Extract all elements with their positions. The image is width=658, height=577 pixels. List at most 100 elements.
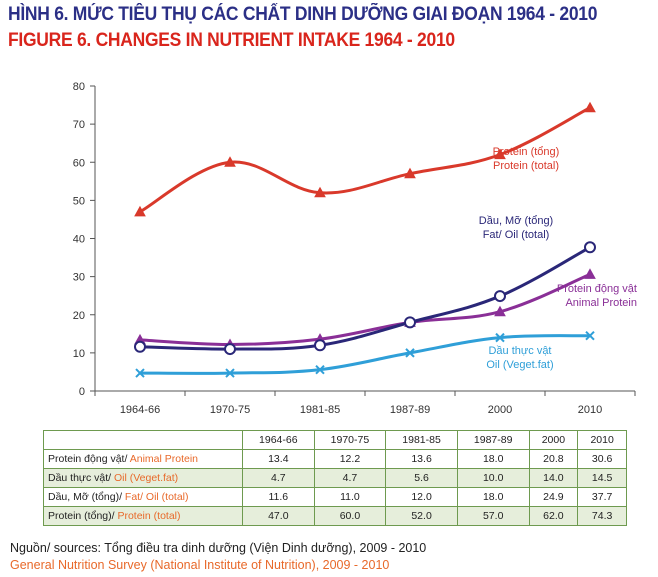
table-cell: 12.2 bbox=[313, 449, 387, 469]
table-cell: 57.0 bbox=[456, 506, 530, 526]
table-cell: 24.9 bbox=[528, 487, 579, 507]
table-cell: 13.4 bbox=[242, 449, 315, 469]
data-point-fat-oil-total bbox=[404, 316, 416, 329]
data-point-protein-total bbox=[224, 156, 236, 167]
data-point-veget-fat bbox=[225, 368, 235, 378]
y-tick-label: 50 bbox=[73, 195, 85, 207]
table-header-cell: 1981-85 bbox=[385, 430, 458, 450]
row-label-en: Fat/ Oil (total) bbox=[122, 491, 189, 503]
table-row-veget-fat: Dầu thực vật/ Oil (Veget.fat) 4.7 4.7 5.… bbox=[43, 468, 627, 488]
row-label-en: Oil (Veget.fat) bbox=[111, 472, 179, 484]
series-line-protein-total bbox=[138, 106, 592, 214]
table-header-row: 1964-66 1970-75 1981-85 1987-89 2000 201… bbox=[43, 430, 627, 450]
line-chart: 0 10 20 30 40 50 60 70 80 1964-66 1970-75 1981-85 19… bbox=[73, 81, 637, 416]
table-cell: 4.7 bbox=[242, 468, 315, 488]
table-cell: 13.6 bbox=[385, 449, 458, 469]
data-point-animal-protein bbox=[494, 305, 506, 317]
table-row-protein-total: Protein (tổng)/ Protein (total) 47.0 60.… bbox=[43, 506, 627, 526]
x-tick-label: 1964-66 bbox=[120, 404, 160, 416]
table-cell: 52.0 bbox=[385, 506, 458, 526]
row-label-vn: Protein (tổng)/ bbox=[48, 510, 115, 522]
row-label: Protein (tổng)/ Protein (total) bbox=[43, 506, 243, 526]
data-point-animal-protein bbox=[584, 268, 596, 279]
data-table: 1964-66 1970-75 1981-85 1987-89 2000 201… bbox=[43, 430, 627, 526]
y-tick-label: 10 bbox=[73, 348, 85, 360]
table-cell: 5.6 bbox=[385, 468, 458, 488]
table-cell: 18.0 bbox=[456, 487, 530, 507]
table-header-cell bbox=[43, 430, 243, 450]
row-label: Dầu, Mỡ (tổng)/ Fat/ Oil (total) bbox=[43, 487, 243, 507]
table-cell: 20.8 bbox=[528, 449, 579, 469]
y-tick-label: 20 bbox=[73, 310, 85, 322]
series-label-en-veget-fat: Oil (Veget.fat) bbox=[486, 359, 553, 371]
y-tick-label: 60 bbox=[73, 157, 85, 169]
x-tick-label: 1981-85 bbox=[300, 404, 340, 416]
data-point-protein-total bbox=[494, 148, 506, 160]
x-tick-label: 2000 bbox=[488, 404, 512, 416]
table-row-animal-protein: Protein động vật/ Animal Protein 13.4 12… bbox=[43, 449, 627, 469]
y-tick-label: 70 bbox=[73, 119, 85, 131]
series-label-vn-fat-oil-total: Dầu, Mỡ (tổng) bbox=[479, 215, 553, 227]
row-label-vn: Protein động vật/ bbox=[48, 453, 128, 465]
table-cell: 74.3 bbox=[577, 506, 627, 526]
data-point-protein-total bbox=[404, 167, 416, 179]
table-cell: 12.0 bbox=[385, 487, 458, 507]
data-point-fat-oil-total bbox=[224, 343, 236, 356]
table-cell: 37.7 bbox=[577, 487, 627, 507]
series-line-fat-oil-total bbox=[138, 245, 592, 351]
series-label-vn-animal-protein: Protein động vật bbox=[557, 283, 637, 295]
table-header-cell: 1987-89 bbox=[456, 430, 530, 450]
table-cell: 11.6 bbox=[242, 487, 315, 507]
series-label-en-animal-protein: Animal Protein bbox=[565, 297, 637, 309]
x-tick-label: 1987-89 bbox=[390, 404, 430, 416]
row-label: Dầu thực vật/ Oil (Veget.fat) bbox=[43, 468, 243, 488]
x-tick-label: 2010 bbox=[578, 404, 602, 416]
row-label-en: Animal Protein bbox=[127, 453, 199, 465]
table-cell: 47.0 bbox=[242, 506, 315, 526]
source-note-english: General Nutrition Survey (National Insti… bbox=[10, 558, 390, 572]
table-cell: 4.7 bbox=[313, 468, 387, 488]
y-tick-label: 0 bbox=[79, 386, 85, 398]
table-header-cell: 2010 bbox=[577, 430, 627, 450]
table-cell: 14.0 bbox=[528, 468, 579, 488]
y-tick-label: 30 bbox=[73, 272, 85, 284]
table-cell: 11.0 bbox=[313, 487, 387, 507]
data-point-protein-total bbox=[134, 205, 146, 217]
y-tick-label: 80 bbox=[73, 81, 85, 93]
table-cell: 62.0 bbox=[528, 506, 579, 526]
data-point-fat-oil-total bbox=[584, 241, 596, 254]
row-label-vn: Dầu thực vật/ bbox=[48, 472, 112, 484]
y-tick-label: 40 bbox=[73, 234, 85, 246]
data-point-protein-total bbox=[584, 101, 596, 113]
series-label-en-protein-total: Protein (total) bbox=[493, 160, 559, 172]
data-point-veget-fat bbox=[495, 332, 505, 343]
series-label-en-fat-oil-total: Fat/ Oil (total) bbox=[483, 229, 550, 241]
data-point-veget-fat bbox=[135, 368, 145, 378]
data-point-veget-fat bbox=[585, 331, 595, 341]
data-point-fat-oil-total bbox=[494, 290, 506, 303]
data-point-veget-fat bbox=[405, 348, 415, 358]
series-line-animal-protein bbox=[138, 272, 592, 346]
row-label-vn: Dầu, Mỡ (tổng)/ bbox=[48, 491, 122, 503]
table-cell: 14.5 bbox=[577, 468, 627, 488]
data-point-fat-oil-total bbox=[134, 340, 146, 353]
data-point-fat-oil-total bbox=[314, 339, 326, 352]
series-label-vn-veget-fat: Dầu thực vật bbox=[488, 345, 551, 357]
table-header-cell: 1964-66 bbox=[242, 430, 315, 450]
data-point-protein-total bbox=[314, 186, 326, 198]
row-label: Protein động vật/ Animal Protein bbox=[43, 449, 243, 469]
chart-title-vietnamese: HÌNH 6. MỨC TIÊU THỤ CÁC CHẤT DINH DƯỠNG… bbox=[8, 4, 598, 25]
series-label-vn-protein-total: Protein (tổng) bbox=[493, 146, 560, 158]
table-cell: 30.6 bbox=[577, 449, 627, 469]
table-cell: 60.0 bbox=[313, 506, 387, 526]
table-cell: 10.0 bbox=[456, 468, 530, 488]
table-header-cell: 1970-75 bbox=[313, 430, 387, 450]
line-chart-area: 0 10 20 30 40 50 60 70 80 1964-66 1970-75 1981-85 19… bbox=[0, 62, 658, 420]
source-note-vietnamese: Nguồn/ sources: Tổng điều tra dinh dưỡng… bbox=[10, 541, 427, 555]
data-point-veget-fat bbox=[315, 364, 325, 375]
table-cell: 18.0 bbox=[456, 449, 530, 469]
table-header-cell: 2000 bbox=[528, 430, 579, 450]
chart-title-english: FIGURE 6. CHANGES IN NUTRIENT INTAKE 196… bbox=[8, 30, 455, 51]
table-row-fat-oil-total: Dầu, Mỡ (tổng)/ Fat/ Oil (total) 11.6 11… bbox=[43, 487, 627, 507]
x-tick-label: 1970-75 bbox=[210, 404, 250, 416]
